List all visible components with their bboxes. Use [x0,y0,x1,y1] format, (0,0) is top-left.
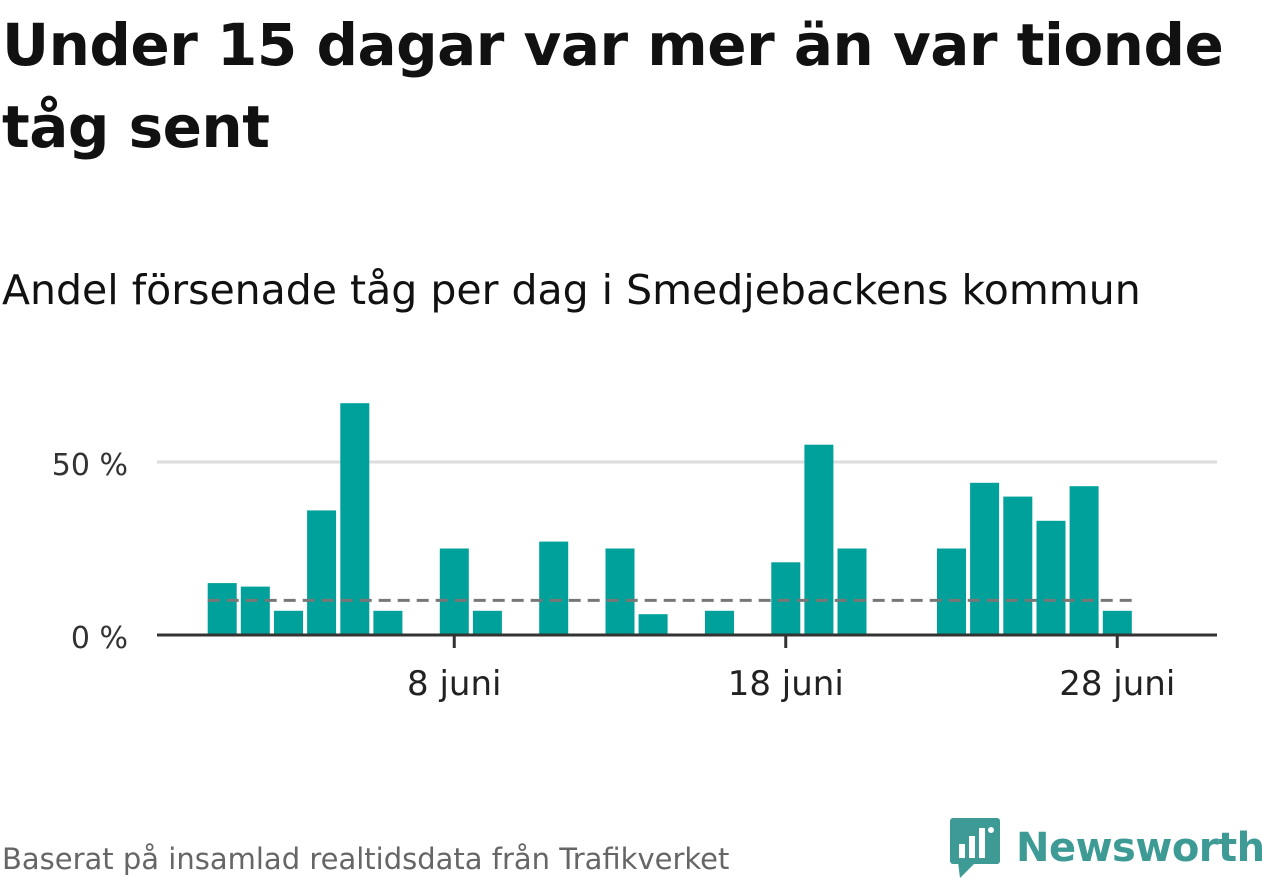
bar [937,548,966,635]
bars [207,403,1132,635]
newsworthy-logo: Newsworthy [950,818,1262,878]
x-ticks: 8 juni 18 juni 28 juni [407,635,1175,704]
bar [1069,486,1099,635]
bar [439,548,469,635]
bar [605,548,635,635]
y-tick-labels: 0 % 50 % [52,448,128,656]
bar [340,403,370,635]
bar [274,610,303,635]
bar [1003,496,1033,635]
bar [240,586,270,635]
x-tick-label: 28 juni [1059,664,1175,704]
chart-title: Under 15 dagar var mer än var tionde tåg… [2,11,1224,161]
bar [1102,610,1132,635]
chart-subtitle: Andel försenade tåg per dag i Smedjeback… [2,266,1141,314]
x-tick-label: 18 juni [728,664,844,704]
bar [970,482,1000,635]
x-tick-label: 8 juni [407,664,501,704]
bar [804,444,834,635]
bar [1036,520,1066,635]
bar [837,548,867,635]
y-tick-label: 0 % [71,621,128,656]
y-tick-label: 50 % [52,448,128,483]
bar [207,583,237,635]
bar [638,614,668,635]
bar [705,610,734,635]
bar [307,510,337,635]
newsworthy-logo-text: Newsworthy [1016,825,1262,871]
bar [373,610,403,635]
bar [472,610,502,635]
source-note: Baserat på insamlad realtidsdata från Tr… [2,842,730,876]
newsworthy-logo-icon [950,818,1000,878]
bar [539,541,569,635]
bar [771,562,801,635]
